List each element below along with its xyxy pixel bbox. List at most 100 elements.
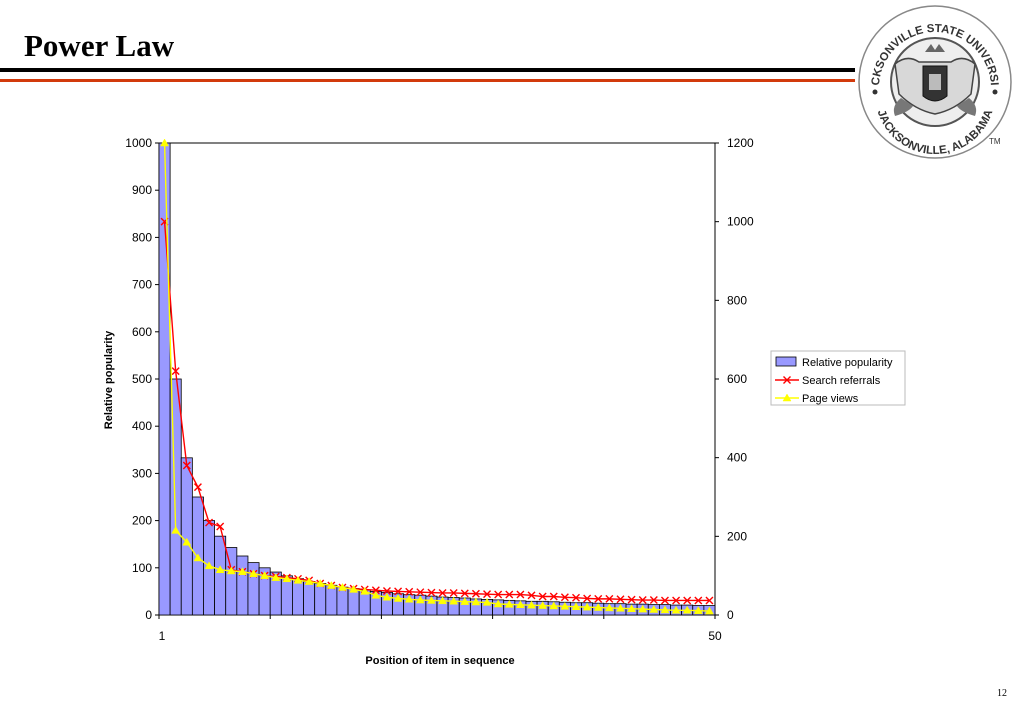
- data-point: [271, 573, 281, 581]
- y-axis-label: Relative popularity: [103, 330, 115, 429]
- data-point: [583, 594, 592, 603]
- data-point: [694, 596, 703, 605]
- data-point: [516, 590, 525, 599]
- y-left-tick-label: 0: [145, 608, 152, 622]
- data-point: [638, 604, 648, 613]
- data-point: [682, 605, 692, 614]
- seal-crest: [872, 44, 998, 116]
- y-left-tick-label: 200: [132, 514, 152, 528]
- data-point: [415, 595, 425, 604]
- data-point: [483, 590, 492, 599]
- data-point: [215, 565, 225, 574]
- data-point: [493, 599, 503, 608]
- y-left-tick-label: 700: [132, 278, 152, 292]
- y-right-tick-label: 1200: [727, 136, 754, 150]
- data-point: [627, 604, 637, 612]
- data-point: [605, 594, 614, 603]
- data-point: [315, 579, 325, 587]
- data-point: [371, 590, 381, 599]
- y-right-tick-label: 1000: [727, 215, 754, 229]
- bar: [214, 535, 227, 616]
- data-point: [593, 603, 603, 611]
- data-point: [382, 587, 391, 596]
- data-point: [505, 590, 514, 599]
- data-point: [193, 483, 202, 492]
- data-point: [204, 561, 214, 570]
- data-point: [182, 461, 191, 470]
- data-point: [427, 588, 436, 597]
- data-point: [304, 577, 314, 585]
- y-left-tick-label: 500: [132, 372, 152, 386]
- data-point: [693, 606, 703, 614]
- y-left-tick-label: 300: [132, 466, 152, 480]
- slide-number: 12: [997, 688, 1007, 699]
- bar: [303, 581, 316, 616]
- data-point: [604, 603, 614, 612]
- data-point: [326, 580, 336, 589]
- data-point: [449, 588, 458, 597]
- data-point: [171, 367, 180, 376]
- y-left-tick-label: 900: [132, 183, 152, 197]
- data-point: [182, 537, 192, 546]
- data-point: [460, 597, 470, 605]
- data-point: [560, 601, 570, 610]
- y-left-tick-label: 400: [132, 419, 152, 433]
- data-point: [671, 605, 681, 614]
- data-point: [638, 596, 647, 605]
- legend-label: Search referrals: [802, 375, 881, 387]
- data-point: [538, 601, 548, 609]
- data-point: [649, 604, 659, 613]
- data-point: [394, 587, 403, 596]
- university-seal-logo: JACKSONVILLE STATE UNIVERSITY JACKSONVIL…: [855, 2, 1012, 159]
- bar: [292, 578, 304, 616]
- y-right-tick-label: 0: [727, 608, 734, 622]
- data-point: [338, 582, 347, 591]
- data-point: [249, 569, 258, 577]
- data-point: [471, 597, 481, 606]
- data-point: [205, 518, 214, 527]
- bar: [180, 457, 193, 616]
- data-point: [260, 571, 270, 579]
- bar: [225, 547, 238, 616]
- x-tick-label: 1: [159, 629, 166, 643]
- data-point: [504, 599, 514, 608]
- data-point: [660, 605, 670, 614]
- data-point: [538, 592, 547, 601]
- data-point: [571, 602, 581, 610]
- y-left-tick-label: 1000: [125, 136, 152, 150]
- legend-label: Page views: [802, 393, 859, 405]
- data-point: [672, 596, 681, 605]
- data-point: [438, 588, 447, 597]
- data-point: [705, 606, 714, 615]
- data-point: [549, 592, 558, 601]
- bar: [236, 555, 249, 616]
- data-point: [193, 553, 203, 562]
- data-point: [226, 566, 236, 575]
- y-left-tick-label: 800: [132, 230, 152, 244]
- data-point: [582, 602, 592, 611]
- data-point: [616, 595, 625, 604]
- bar: [314, 582, 327, 616]
- data-point: [293, 575, 303, 584]
- data-point: [683, 596, 692, 605]
- data-point: [171, 525, 181, 534]
- legend-marker: [783, 376, 791, 384]
- data-point: [349, 584, 359, 593]
- data-point: [360, 586, 370, 595]
- data-point: [494, 590, 503, 599]
- bar: [336, 586, 349, 616]
- data-point: [527, 591, 536, 600]
- data-point: [160, 138, 169, 147]
- legend-swatch: [775, 356, 797, 367]
- data-point: [393, 593, 403, 602]
- data-point: [515, 600, 525, 609]
- data-point: [460, 589, 469, 598]
- data-point: [616, 603, 625, 612]
- data-point: [560, 593, 569, 602]
- data-point: [371, 586, 380, 595]
- y-right-tick-label: 400: [727, 451, 747, 465]
- data-point: [404, 594, 414, 603]
- data-point: [705, 596, 714, 605]
- x-tick-label: 50: [708, 629, 722, 643]
